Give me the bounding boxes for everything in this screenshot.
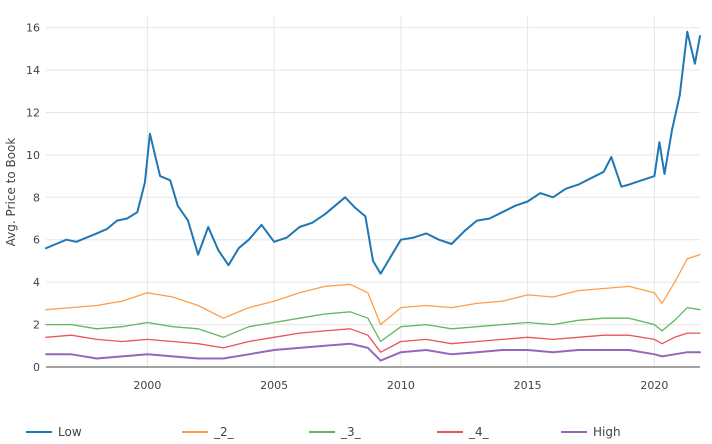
x-tick-label: 2000 [133, 379, 161, 392]
x-tick-label: 2020 [640, 379, 668, 392]
y-axis-title: Avg. Price to Book [4, 138, 18, 247]
y-tick-label: 14 [26, 64, 40, 77]
x-axis-ticks: 2000 2005 2010 2015 2020 [133, 379, 668, 392]
series-line-4 [45, 328, 701, 353]
y-tick-label: 16 [26, 22, 40, 35]
legend-item[interactable]: High [561, 425, 621, 439]
x-tick-label: 2010 [387, 379, 415, 392]
legend-label: Low [58, 425, 82, 439]
y-tick-label: 12 [26, 106, 40, 119]
series-line-5 [45, 342, 701, 362]
series-line-3 [45, 306, 701, 343]
legend-label: _2_ [213, 425, 235, 439]
y-tick-label: 4 [33, 276, 40, 289]
legend-item[interactable]: Low [26, 425, 82, 439]
y-tick-label: 6 [33, 234, 40, 247]
y-tick-label: 10 [26, 149, 40, 162]
legend-item[interactable]: _3_ [309, 425, 362, 439]
legend-label: _3_ [340, 425, 362, 439]
x-tick-label: 2005 [260, 379, 288, 392]
y-tick-label: 2 [33, 319, 40, 332]
y-tick-label: 8 [33, 191, 40, 204]
series-line-1 [45, 30, 701, 275]
legend[interactable]: Low _2_ _3_ _4_ High [26, 425, 621, 439]
legend-label: High [593, 425, 621, 439]
x-tick-label: 2015 [514, 379, 542, 392]
grid [46, 17, 700, 367]
y-tick-label: 0 [33, 361, 40, 374]
legend-item[interactable]: _2_ [182, 425, 235, 439]
series-line-2 [45, 253, 701, 326]
y-axis-ticks: 0 2 4 6 8 10 12 14 16 [26, 22, 40, 374]
series-lines [45, 30, 701, 362]
legend-label: _4_ [468, 425, 490, 439]
legend-item[interactable]: _4_ [437, 425, 490, 439]
